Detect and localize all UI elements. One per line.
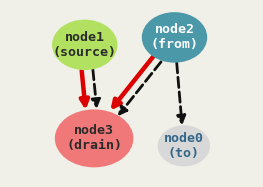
Text: node1
(source): node1 (source) xyxy=(53,31,117,59)
Ellipse shape xyxy=(52,20,118,70)
Text: node0
(to): node0 (to) xyxy=(164,132,204,160)
Text: node2
(from): node2 (from) xyxy=(150,23,199,51)
Ellipse shape xyxy=(158,125,210,166)
Ellipse shape xyxy=(55,109,133,167)
Ellipse shape xyxy=(142,12,207,63)
Text: node3
(drain): node3 (drain) xyxy=(66,124,122,152)
